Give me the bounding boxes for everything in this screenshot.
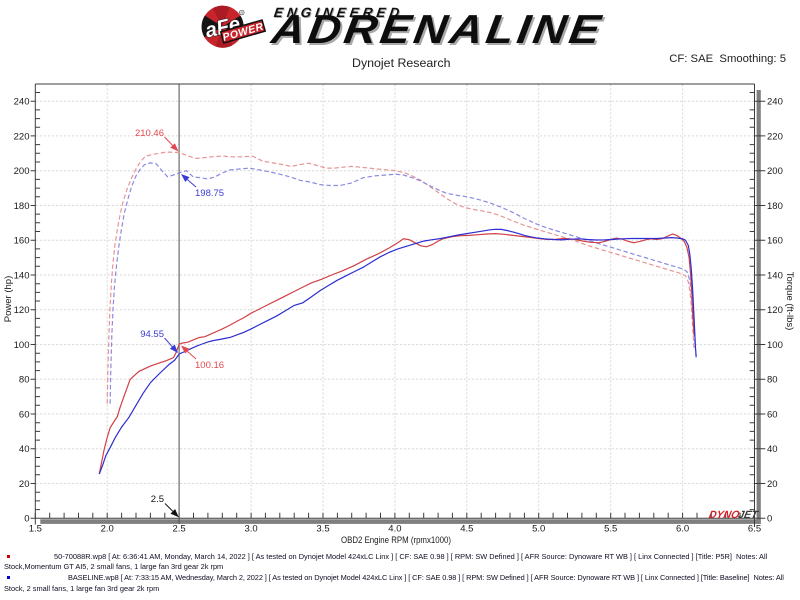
svg-text:OBD2 Engine RPM (rpmx1000): OBD2 Engine RPM (rpmx1000) xyxy=(341,535,451,545)
svg-text:5.5: 5.5 xyxy=(604,524,617,535)
svg-text:240: 240 xyxy=(14,97,30,108)
svg-text:4.5: 4.5 xyxy=(460,524,473,535)
svg-text:94.55: 94.55 xyxy=(140,329,164,340)
svg-text:200: 200 xyxy=(14,166,30,177)
svg-text:1.5: 1.5 xyxy=(29,524,42,535)
svg-text:20: 20 xyxy=(19,479,30,490)
svg-text:100: 100 xyxy=(767,340,783,351)
svg-text:Power (hp): Power (hp) xyxy=(3,276,14,322)
svg-text:200: 200 xyxy=(767,166,783,177)
svg-text:60: 60 xyxy=(19,409,30,420)
svg-text:100.16: 100.16 xyxy=(195,360,224,371)
svg-text:5.0: 5.0 xyxy=(532,524,545,535)
svg-text:220: 220 xyxy=(767,131,783,142)
svg-text:140: 140 xyxy=(14,270,30,281)
svg-text:80: 80 xyxy=(19,375,30,386)
svg-text:180: 180 xyxy=(14,201,30,212)
svg-text:2.0: 2.0 xyxy=(101,524,114,535)
svg-text:220: 220 xyxy=(14,131,30,142)
svg-text:6.5: 6.5 xyxy=(748,524,761,535)
svg-text:198.75: 198.75 xyxy=(195,188,224,199)
svg-text:4.0: 4.0 xyxy=(388,524,401,535)
svg-text:R: R xyxy=(241,11,244,15)
svg-text:180: 180 xyxy=(767,201,783,212)
svg-text:0: 0 xyxy=(24,514,29,525)
svg-text:100: 100 xyxy=(14,340,30,351)
svg-text:240: 240 xyxy=(767,97,783,108)
svg-text:210.46: 210.46 xyxy=(135,128,164,139)
svg-text:160: 160 xyxy=(767,236,783,247)
svg-text:140: 140 xyxy=(767,270,783,281)
svg-text:3.0: 3.0 xyxy=(244,524,257,535)
svg-text:20: 20 xyxy=(767,479,778,490)
svg-text:3.5: 3.5 xyxy=(316,524,329,535)
svg-text:160: 160 xyxy=(14,236,30,247)
svg-text:40: 40 xyxy=(19,444,30,455)
svg-text:60: 60 xyxy=(767,409,778,420)
svg-text:120: 120 xyxy=(14,305,30,316)
svg-text:0: 0 xyxy=(767,514,772,525)
svg-text:120: 120 xyxy=(767,305,783,316)
svg-text:2.5: 2.5 xyxy=(151,494,164,505)
svg-text:2.5: 2.5 xyxy=(172,524,185,535)
svg-text:80: 80 xyxy=(767,375,778,386)
svg-text:DYNOJET: DYNOJET xyxy=(708,509,761,521)
svg-text:Torque (ft-lbs): Torque (ft-lbs) xyxy=(784,272,795,331)
svg-text:6.0: 6.0 xyxy=(676,524,689,535)
svg-text:40: 40 xyxy=(767,444,778,455)
